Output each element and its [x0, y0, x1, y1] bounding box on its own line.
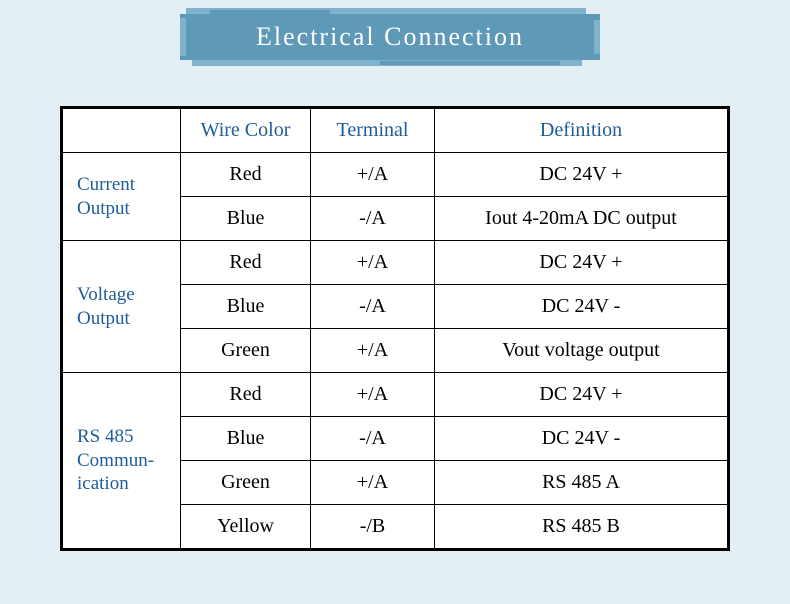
section-banner: Electrical Connection [180, 8, 600, 66]
group-label-rs485: RS 485Commun-ication [63, 373, 181, 549]
cell-terminal: -/A [311, 417, 435, 461]
cell-wire: Blue [181, 197, 311, 241]
cell-definition: Iout 4-20mA DC output [435, 197, 728, 241]
cell-terminal: +/A [311, 461, 435, 505]
table-row: VoltageOutput Red +/A DC 24V + [63, 241, 728, 285]
section-title: Electrical Connection [256, 22, 524, 52]
header-terminal: Terminal [311, 109, 435, 153]
cell-definition: RS 485 A [435, 461, 728, 505]
group-label-voltage-output: VoltageOutput [63, 241, 181, 373]
table-row: CurrentOutput Red +/A DC 24V + [63, 153, 728, 197]
cell-terminal: +/A [311, 241, 435, 285]
cell-wire: Red [181, 241, 311, 285]
header-definition: Definition [435, 109, 728, 153]
group-label-text: RS 485Commun-ication [77, 426, 154, 495]
cell-wire: Green [181, 461, 311, 505]
cell-wire: Yellow [181, 505, 311, 549]
cell-wire: Green [181, 329, 311, 373]
cell-wire: Blue [181, 285, 311, 329]
cell-definition: DC 24V - [435, 417, 728, 461]
cell-wire: Red [181, 373, 311, 417]
cell-terminal: +/A [311, 373, 435, 417]
cell-definition: DC 24V + [435, 241, 728, 285]
cell-definition: DC 24V + [435, 373, 728, 417]
cell-terminal: -/A [311, 285, 435, 329]
cell-definition: DC 24V - [435, 285, 728, 329]
cell-definition: RS 485 B [435, 505, 728, 549]
header-empty [63, 109, 181, 153]
table-header-row: Wire Color Terminal Definition [63, 109, 728, 153]
header-wire-color: Wire Color [181, 109, 311, 153]
cell-definition: Vout voltage output [435, 329, 728, 373]
group-label-text: VoltageOutput [77, 284, 135, 329]
connection-table-container: Wire Color Terminal Definition CurrentOu… [60, 106, 730, 551]
group-label-current-output: CurrentOutput [63, 153, 181, 241]
cell-terminal: +/A [311, 153, 435, 197]
cell-wire: Blue [181, 417, 311, 461]
table-row: RS 485Commun-ication Red +/A DC 24V + [63, 373, 728, 417]
cell-terminal: -/A [311, 197, 435, 241]
group-label-text: CurrentOutput [77, 174, 135, 219]
cell-terminal: -/B [311, 505, 435, 549]
cell-wire: Red [181, 153, 311, 197]
cell-definition: DC 24V + [435, 153, 728, 197]
cell-terminal: +/A [311, 329, 435, 373]
connection-table: Wire Color Terminal Definition CurrentOu… [62, 108, 728, 549]
